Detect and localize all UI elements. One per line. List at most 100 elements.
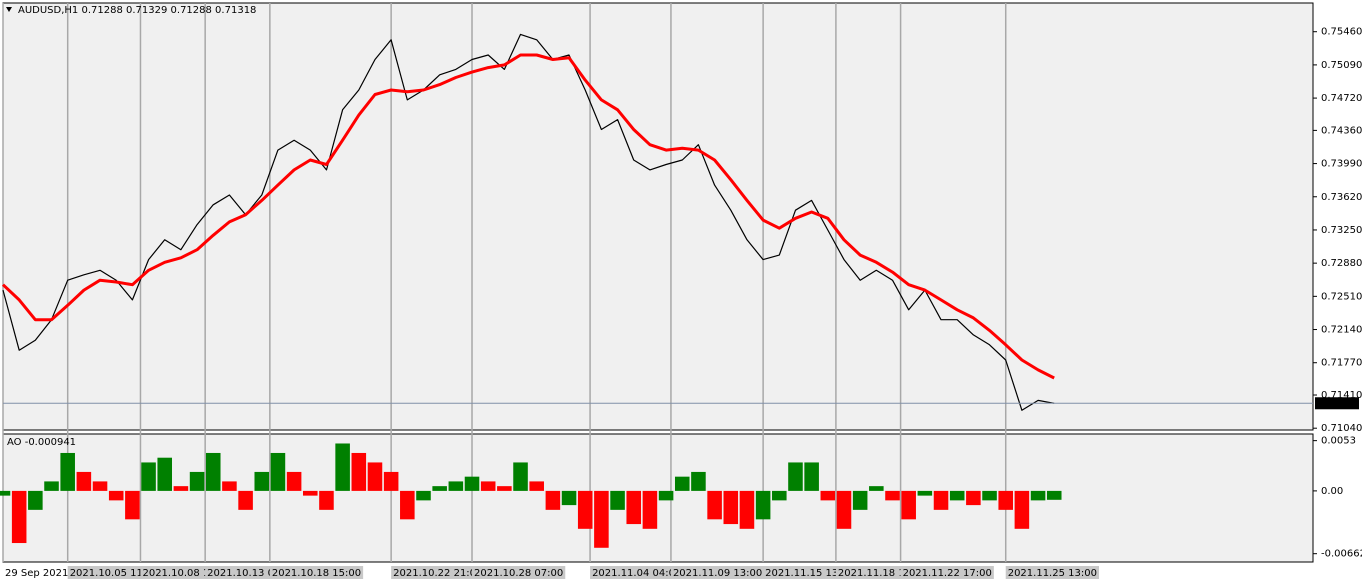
ao-bar <box>497 486 512 491</box>
x-tick-bg <box>269 566 364 579</box>
ao-bar <box>1014 490 1030 529</box>
y-tick-label: 0.0053 <box>1321 436 1356 447</box>
x-tick-bg <box>763 566 857 579</box>
y-tick-label: 0.71770 <box>1321 358 1362 369</box>
ao-bar <box>173 486 189 491</box>
ao-bar <box>933 490 949 510</box>
ao-bar <box>335 443 350 491</box>
ao-bar <box>642 490 658 529</box>
y-tick-label: 0.72510 <box>1321 291 1362 302</box>
moving-average <box>1 53 1055 380</box>
ao-bar <box>432 486 447 491</box>
x-tick-label: 2021.11.25 13:00 <box>1008 568 1097 579</box>
ao-bar <box>852 490 868 510</box>
ao-bar <box>836 490 852 529</box>
ao-bar <box>0 490 11 496</box>
y-tick-label: 0.75090 <box>1321 60 1362 71</box>
x-tick-bg <box>472 566 566 579</box>
ao-bar <box>691 471 706 491</box>
price-line <box>2 33 1055 411</box>
x-tick-bg <box>590 566 684 579</box>
ao-bar <box>303 490 318 496</box>
ao-bar <box>286 471 302 491</box>
ao-bar <box>1030 490 1046 501</box>
x-tick-bg <box>391 566 485 579</box>
y-tick-label: 0.72140 <box>1321 325 1362 336</box>
ao-bar <box>658 490 674 501</box>
ao-bar <box>351 452 367 491</box>
x-tick-label: 2021.11.15 13:00 <box>765 568 854 579</box>
ao-bar <box>205 452 221 491</box>
ao-bar <box>513 462 528 491</box>
ao-bar <box>11 490 27 544</box>
ao-bar <box>125 490 140 520</box>
y-tick-label: 0.72880 <box>1321 258 1362 269</box>
ao-bar <box>367 462 383 491</box>
x-tick-bg <box>670 566 765 579</box>
ao-bar <box>674 476 690 491</box>
y-tick-label: 0.73250 <box>1321 225 1362 236</box>
menu-arrow[interactable] <box>6 7 12 12</box>
ao-bar <box>772 490 787 501</box>
x-tick-label: 2021.10.22 21:00 <box>393 568 482 579</box>
x-tick-label: 2021.11.04 04:00 <box>592 568 681 579</box>
ao-bar <box>966 490 981 506</box>
ao-bar <box>755 490 771 520</box>
ao-bar <box>739 490 755 529</box>
ao-bar <box>270 452 286 491</box>
ao-bar <box>901 490 916 520</box>
ao-bar <box>561 490 577 506</box>
ao-bar <box>60 452 75 491</box>
chart-title: AUDUSD,H1 0.71288 0.71329 0.71288 0.7131… <box>18 5 256 16</box>
ao-bar <box>545 490 561 510</box>
ao-bar <box>610 490 625 510</box>
x-tick-bg <box>67 566 161 579</box>
y-tick-label: 0.74360 <box>1321 125 1362 136</box>
current-price-label: 0.71318 <box>1317 398 1358 409</box>
ao-bar <box>982 490 997 501</box>
ao-bar <box>529 481 544 491</box>
x-tick-label: 29 Sep 2021 <box>5 568 68 579</box>
ao-bar <box>949 490 965 501</box>
ao-bar <box>594 490 609 548</box>
y-tick-label: 0.73620 <box>1321 192 1362 203</box>
ao-bar <box>28 490 43 510</box>
ao-bar <box>416 490 431 501</box>
ao-bar <box>885 490 900 501</box>
x-tick-bg <box>1005 566 1099 579</box>
ao-bar <box>820 490 836 501</box>
ao-bar <box>108 490 124 501</box>
price-panel <box>2 2 1314 431</box>
x-tick-label: 2021.10.13 09:00 <box>207 568 296 579</box>
ao-bar <box>448 481 464 491</box>
y-tick-label: -0.006623 <box>1321 549 1362 560</box>
x-tick-label: 2021.10.18 15:00 <box>272 568 361 579</box>
ao-bar <box>400 490 415 520</box>
ao-bar <box>464 476 480 491</box>
y-tick-label: 0.74720 <box>1321 93 1362 104</box>
ao-bar <box>707 490 722 520</box>
ao-bar <box>141 462 156 491</box>
ao-bar <box>804 462 819 491</box>
ao-bar <box>1046 490 1062 500</box>
ao-panel <box>2 433 1314 563</box>
x-tick-label: 2021.10.05 11:00 <box>70 568 159 579</box>
y-tick-label: 0.71410 <box>1321 390 1362 401</box>
x-tick-label: 2021.10.28 07:00 <box>474 568 563 579</box>
ao-bar <box>222 481 237 491</box>
ao-bar <box>383 471 399 491</box>
ao-bar <box>480 481 496 491</box>
y-tick-label: 0.71040 <box>1321 423 1362 434</box>
x-tick-label: 2021.10.08 13:00 <box>142 568 231 579</box>
ao-bar <box>92 481 108 491</box>
x-tick-bg <box>900 566 994 579</box>
x-tick-label: 2021.11.22 17:00 <box>903 568 992 579</box>
ao-bar <box>869 486 884 491</box>
current-price-box <box>1315 397 1359 410</box>
ao-bar <box>157 457 173 491</box>
ao-bar <box>626 490 642 525</box>
ao-bar <box>577 490 593 529</box>
ao-bar <box>238 490 253 510</box>
y-tick-label: 0.73990 <box>1321 159 1362 170</box>
